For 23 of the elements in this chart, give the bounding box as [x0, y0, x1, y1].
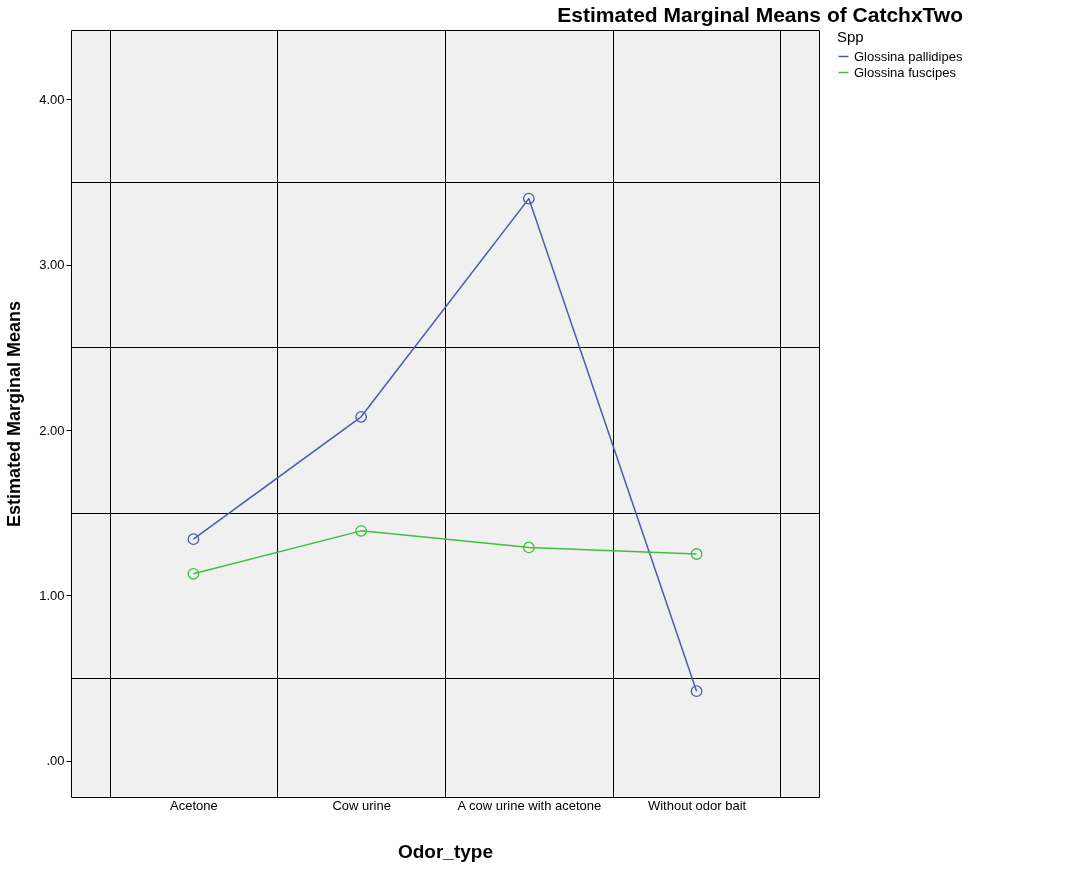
point [355, 524, 368, 537]
y-axis-title: Estimated Marginal Means [4, 300, 25, 528]
x-axis-title: Odor_type [397, 840, 494, 862]
x-tick-label: A cow urine with acetone [457, 797, 602, 813]
y-tick-label: 4.00 [39, 91, 65, 107]
legend-label: Glossina fuscipes [854, 64, 957, 80]
point [690, 685, 703, 698]
chart-title: Estimated Marginal Means of CatchxTwo [557, 3, 963, 26]
point [187, 567, 200, 580]
point [522, 541, 535, 554]
y-tick-label: 3.00 [39, 257, 65, 273]
y-tick-label: 1.00 [39, 587, 65, 603]
point [690, 548, 703, 560]
legend-label: Glossina pallidipes [854, 48, 963, 64]
x-tick-label: Acetone [170, 797, 218, 813]
x-tick-label: Without odor bait [647, 797, 747, 813]
x-tick-label: Cow urine [332, 797, 391, 813]
y-tick-label: .00 [46, 753, 65, 769]
point [522, 192, 535, 205]
y-tick-label: 2.00 [39, 422, 65, 438]
point [187, 533, 200, 546]
point [355, 410, 368, 423]
legend-title: Spp [837, 28, 864, 45]
